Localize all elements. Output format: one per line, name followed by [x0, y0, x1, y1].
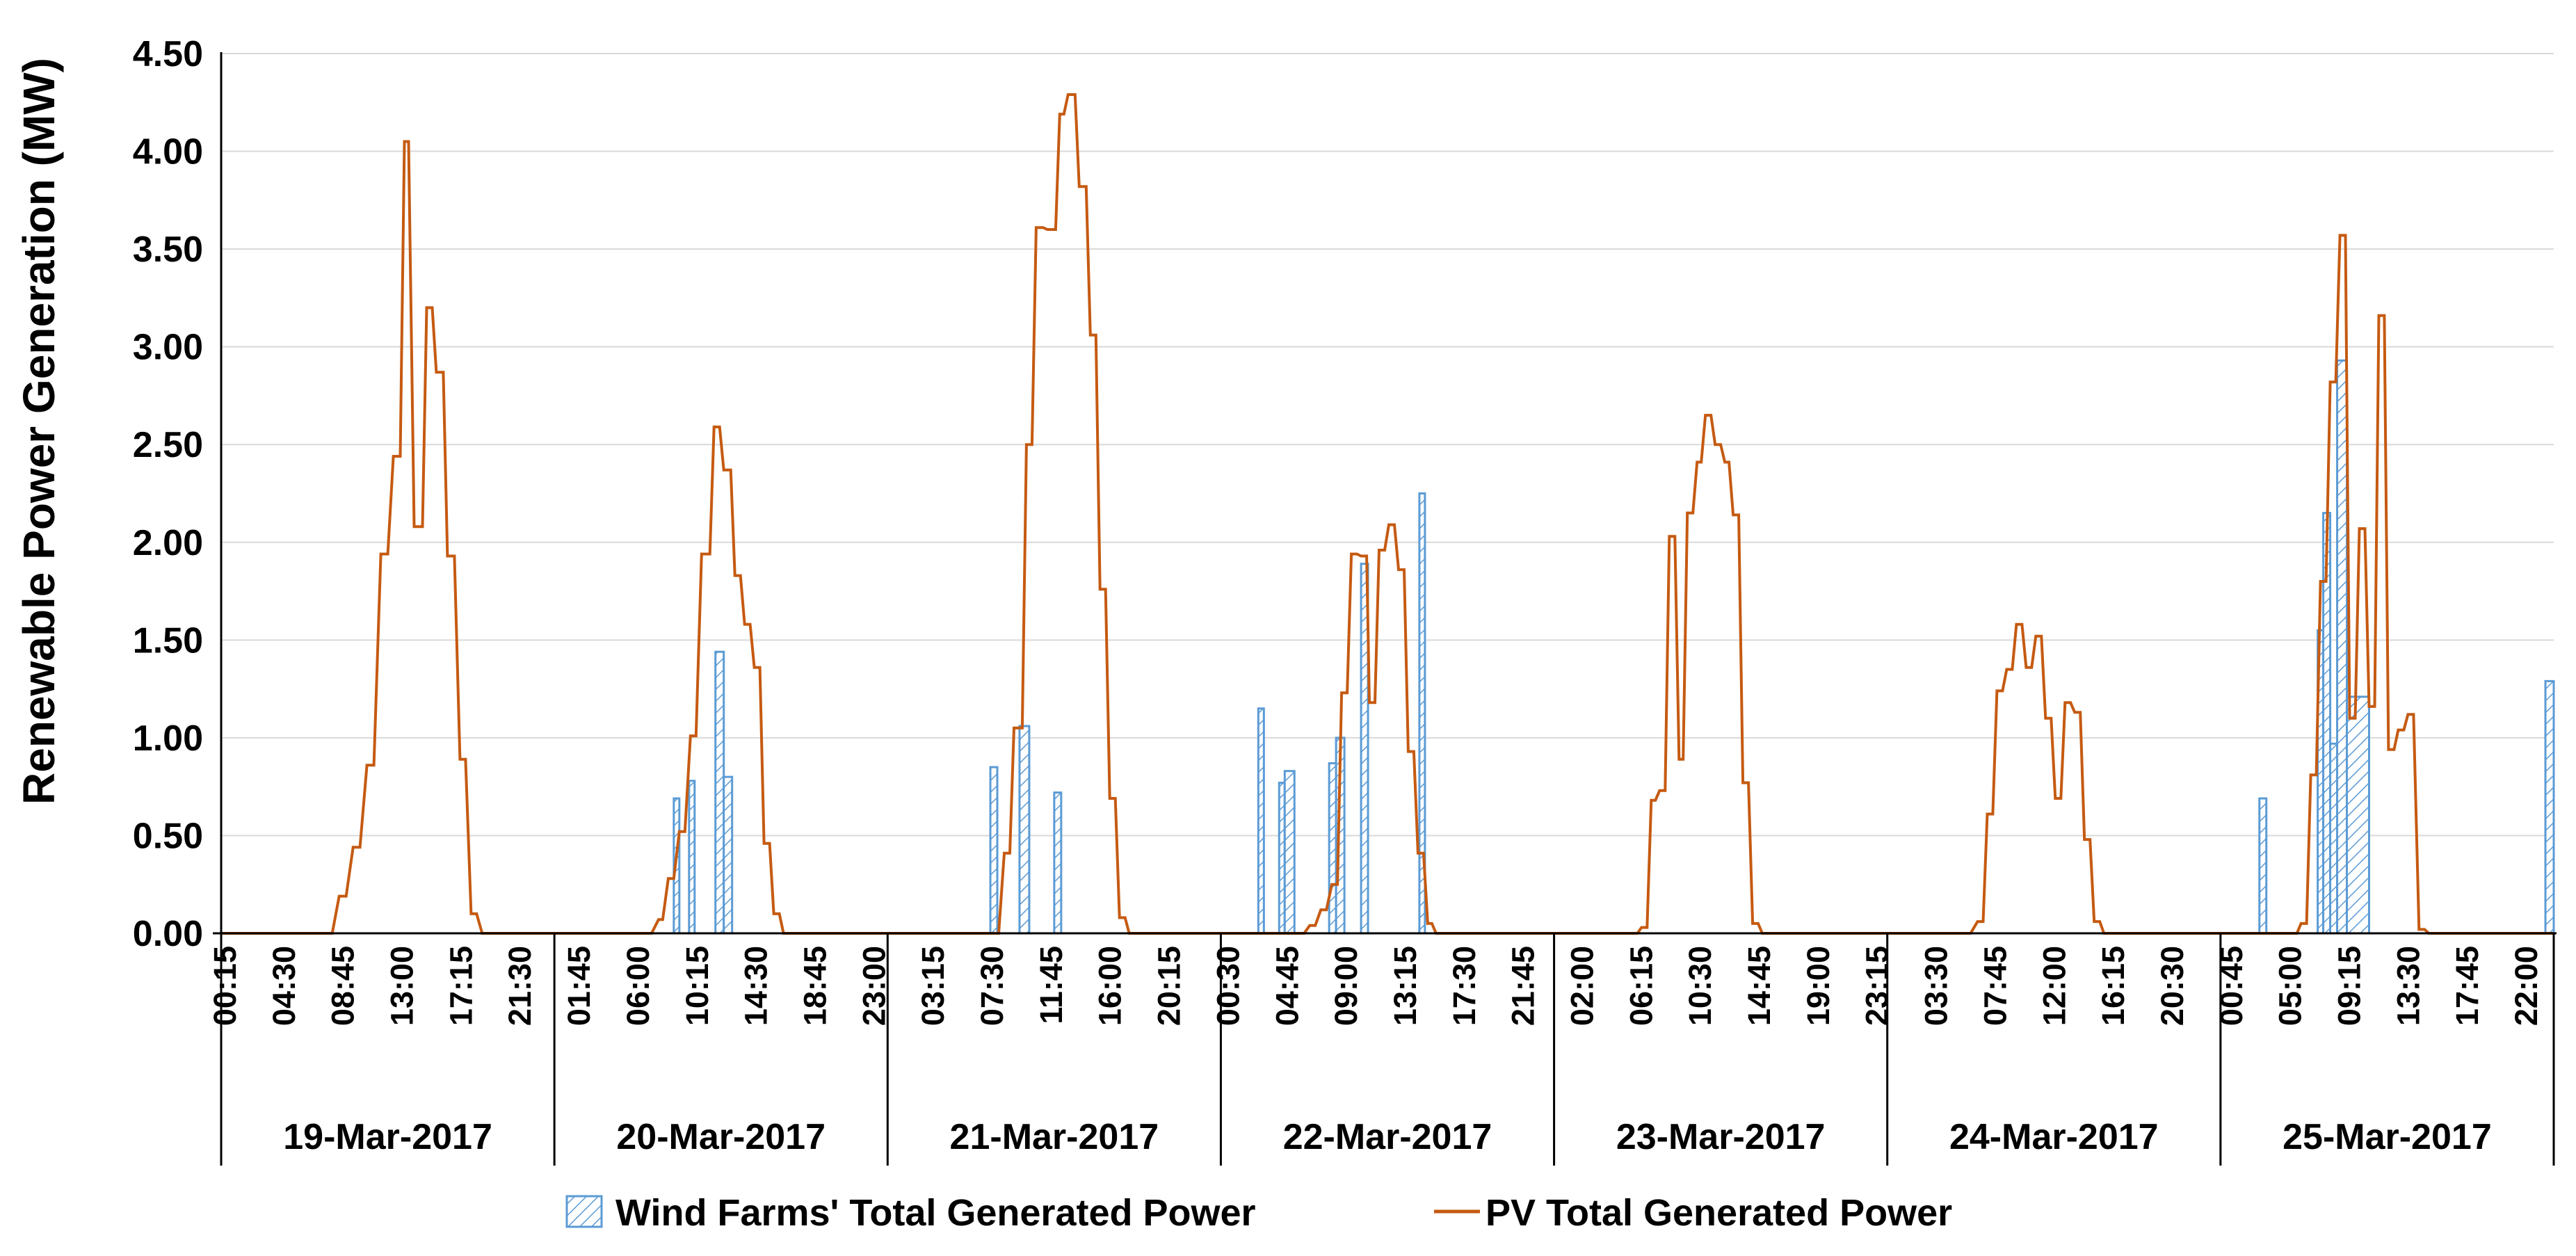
x-tick-label: 13:15	[1387, 946, 1423, 1026]
pv-series	[221, 93, 2554, 935]
x-tick-label: 14:45	[1741, 946, 1777, 1026]
wind-bar	[1283, 770, 1296, 935]
x-tick-label: 04:30	[266, 946, 302, 1026]
y-tick-label: 4.00	[133, 132, 203, 172]
x-tick-label: 06:00	[620, 946, 656, 1026]
x-tick-label: 19:00	[1801, 946, 1836, 1026]
x-tick-label: 00:15	[207, 946, 243, 1026]
y-tick-labels: 0.00 0.50 1.00 1.50 2.00 2.50 3.00 3.50 4.00 4.50	[133, 34, 203, 954]
y-axis-title: Renewable Power Generation (MW)	[14, 58, 64, 805]
wind-bar	[989, 766, 999, 935]
x-tick-label: 00:30	[1210, 946, 1246, 1026]
pv-line	[221, 93, 2554, 935]
legend: Wind Farms' Total Generated Power PV Tot…	[565, 1192, 1952, 1234]
x-tick-label: 23:15	[1860, 946, 1895, 1026]
x-tick-label: 23:00	[856, 946, 892, 1026]
x-tick-labels: 00:15 04:30 08:45 13:00 17:15 21:30 01:45 06:00…	[207, 946, 2544, 1026]
wind-bar	[2544, 679, 2555, 935]
day-label: 25-Mar-2017	[2283, 1117, 2492, 1157]
y-tick-label: 2.00	[133, 523, 203, 563]
x-tick-label: 00:45	[2214, 946, 2249, 1026]
wind-bar	[1257, 707, 1265, 935]
legend-wind-label: Wind Farms' Total Generated Power	[615, 1192, 1256, 1234]
x-tick-label: 10:30	[1682, 946, 1718, 1026]
x-tick-label: 07:45	[1977, 946, 2013, 1026]
x-tick-label: 03:30	[1919, 946, 1954, 1026]
day-label: 19-Mar-2017	[283, 1117, 492, 1157]
wind-bar	[2336, 359, 2349, 935]
wind-bar	[714, 650, 725, 935]
x-tick-label: 08:45	[325, 946, 361, 1026]
x-tick-label: 17:15	[443, 946, 478, 1026]
wind-series	[673, 359, 2555, 935]
y-tick-label: 0.00	[133, 914, 203, 954]
gridlines	[221, 53, 2554, 837]
x-tick-label: 04:45	[1269, 946, 1305, 1026]
y-tick-label: 2.50	[133, 425, 203, 465]
x-tick-label: 22:00	[2509, 946, 2544, 1026]
x-tick-label: 13:30	[2390, 946, 2426, 1026]
y-tick-label: 0.50	[133, 816, 203, 856]
wind-bar	[2258, 797, 2268, 935]
x-tick-label: 03:15	[915, 946, 951, 1026]
x-tick-label: 14:30	[739, 946, 774, 1026]
day-label: 21-Mar-2017	[950, 1117, 1159, 1157]
x-tick-label: 17:45	[2449, 946, 2485, 1026]
wind-bar	[1018, 725, 1031, 935]
wind-bar	[2346, 695, 2370, 935]
day-labels: 19-Mar-2017 20-Mar-2017 21-Mar-2017 22-Mar-…	[283, 1117, 2491, 1157]
x-tick-label: 07:30	[974, 946, 1010, 1026]
x-tick-label: 11:45	[1033, 946, 1069, 1024]
legend-wind-swatch	[565, 1195, 603, 1228]
x-tick-label: 21:30	[502, 946, 538, 1026]
day-label: 20-Mar-2017	[616, 1117, 826, 1157]
x-tick-label: 21:45	[1506, 946, 1541, 1026]
x-tick-label: 10:15	[679, 946, 715, 1026]
y-tick-label: 3.00	[133, 328, 203, 368]
x-tick-label: 20:30	[2155, 946, 2190, 1026]
x-tick-label: 16:00	[1093, 946, 1128, 1026]
x-tick-label: 09:15	[2332, 946, 2367, 1026]
wind-bar	[723, 775, 734, 935]
y-tick-label: 1.00	[133, 718, 203, 759]
x-tick-label: 09:00	[1328, 946, 1364, 1026]
legend-pv-label: PV Total Generated Power	[1486, 1192, 1952, 1234]
x-tick-label: 06:15	[1623, 946, 1659, 1026]
x-tick-label: 05:00	[2273, 946, 2308, 1026]
x-tick-label: 17:30	[1447, 946, 1482, 1026]
axes	[213, 52, 2557, 1166]
x-tick-label: 12:00	[2036, 946, 2072, 1026]
y-tick-label: 4.50	[133, 34, 203, 74]
x-tick-label: 13:00	[385, 946, 420, 1026]
y-tick-label: 3.50	[133, 230, 203, 270]
y-tick-label: 1.50	[133, 620, 203, 661]
day-label: 22-Mar-2017	[1283, 1117, 1492, 1157]
x-tick-label: 18:45	[798, 946, 833, 1026]
x-tick-label: 16:15	[2095, 946, 2131, 1026]
x-tick-label: 02:00	[1565, 946, 1600, 1026]
day-label: 24-Mar-2017	[1949, 1117, 2159, 1157]
wind-bar	[688, 780, 696, 935]
day-label: 23-Mar-2017	[1616, 1117, 1826, 1157]
x-tick-label: 01:45	[561, 946, 597, 1026]
x-tick-label: 20:15	[1152, 946, 1187, 1026]
wind-bar	[1053, 791, 1063, 935]
